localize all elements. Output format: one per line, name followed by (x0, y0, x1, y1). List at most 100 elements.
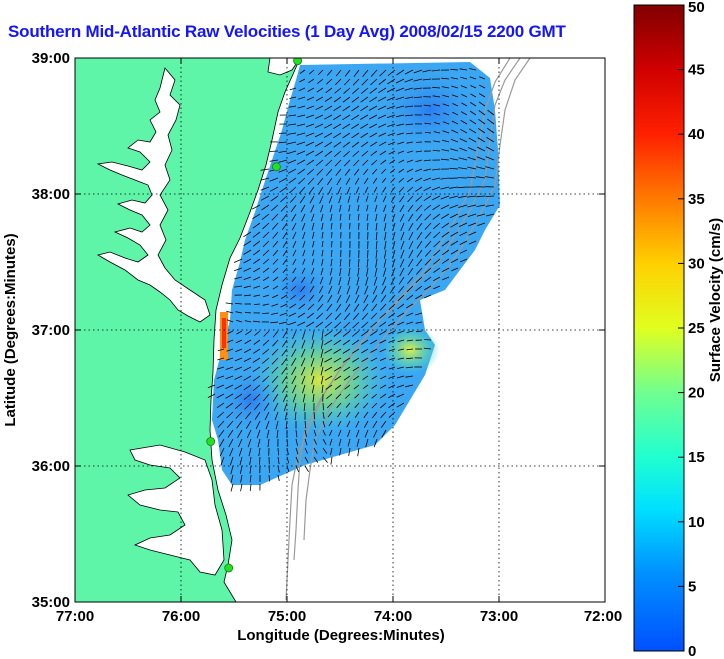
y-tick-label: 35:00 (32, 594, 70, 611)
velocity-arrow (449, 195, 459, 199)
velocity-arrow (324, 348, 333, 354)
velocity-arrow (405, 384, 414, 388)
velocity-arrow (399, 213, 405, 222)
velocity-arrow (219, 447, 225, 457)
velocity-arrow (321, 375, 324, 385)
velocity-arrow (433, 285, 441, 290)
velocity-arrow (348, 204, 351, 212)
velocity-arrow (400, 249, 405, 259)
velocity-arrow (277, 447, 279, 456)
velocity-arrow (477, 127, 486, 134)
velocity-arrow (308, 186, 315, 195)
velocity-arrow (452, 111, 459, 116)
velocity-arrow (478, 118, 486, 125)
velocity-arrow (262, 285, 270, 290)
velocity-arrow (339, 447, 342, 456)
velocity-arrow (225, 357, 234, 361)
velocity-arrow (422, 78, 432, 81)
velocity-arrow (478, 101, 486, 107)
velocity-arrow (347, 195, 351, 203)
velocity-arrow (307, 177, 315, 185)
velocity-arrow (252, 357, 261, 363)
velocity-arrow (315, 96, 324, 102)
velocity-arrow (318, 285, 324, 294)
colorbar-tick-label: 40 (688, 126, 705, 143)
velocity-arrow (354, 411, 360, 418)
velocity-arrow (343, 321, 351, 329)
velocity-arrow (441, 213, 450, 219)
velocity-arrow (383, 213, 387, 222)
velocity-arrows (207, 68, 495, 492)
velocity-arrow (450, 240, 459, 246)
velocity-arrow (460, 111, 468, 116)
velocity-arrow (269, 186, 279, 192)
velocity-arrow (314, 132, 324, 138)
velocity-arrow (225, 384, 234, 389)
velocity-arrow (277, 465, 280, 473)
velocity-arrow (399, 267, 405, 277)
velocity-arrow (310, 204, 315, 213)
velocity-arrow (432, 150, 441, 152)
velocity-arrow (282, 384, 288, 393)
velocity-arrow (477, 137, 486, 143)
velocity-arrow (374, 267, 378, 277)
velocity-arrow (458, 213, 468, 218)
velocity-arrow (299, 78, 306, 83)
velocity-arrow (485, 146, 495, 152)
velocity-arrow (304, 438, 308, 446)
velocity-arrow (404, 78, 414, 83)
velocity-arrow (379, 312, 387, 319)
velocity-arrow (272, 330, 279, 338)
velocity-arrow (469, 102, 477, 107)
velocity-arrow (352, 321, 360, 329)
velocity-arrow (375, 258, 378, 268)
velocity-arrow (253, 303, 261, 305)
velocity-arrow (379, 339, 387, 344)
velocity-arrow (424, 285, 432, 291)
velocity-arrow (217, 420, 225, 428)
velocity-arrow (449, 167, 459, 170)
velocity-arrow (415, 168, 423, 172)
velocity-arrow (384, 240, 387, 250)
velocity-arrow (370, 339, 378, 345)
velocity-arrow (396, 375, 405, 379)
velocity-arrow (311, 258, 315, 266)
velocity-arrow (384, 231, 387, 241)
velocity-arrow (330, 222, 333, 230)
velocity-arrow (262, 231, 270, 239)
velocity-arrow (289, 96, 297, 99)
velocity-arrow (395, 96, 405, 100)
velocity-arrow (243, 285, 252, 289)
velocity-arrow (395, 78, 405, 84)
velocity-arrow (218, 429, 225, 438)
velocity-arrow (382, 276, 387, 286)
velocity-arrow (399, 204, 405, 213)
velocity-arrow (335, 69, 342, 77)
velocity-arrow (353, 69, 360, 77)
velocity-arrow (302, 231, 306, 240)
colorbar-tick-label: 15 (688, 449, 705, 466)
velocity-arrow (321, 240, 324, 248)
velocity-arrow (311, 330, 315, 340)
velocity-arrow (407, 276, 414, 284)
x-axis-label: Longitude (Degrees:Minutes) (237, 627, 445, 644)
velocity-arrow (370, 69, 378, 77)
velocity-arrow (423, 177, 432, 182)
velocity-arrow (459, 249, 468, 254)
velocity-arrow (440, 204, 450, 210)
velocity-arrow (313, 447, 318, 454)
velocity-arrow (251, 204, 261, 210)
velocity-arrow (306, 321, 315, 327)
velocity-arrow (243, 276, 252, 280)
velocity-arrow (352, 312, 360, 321)
velocity-arrow (272, 384, 279, 393)
velocity-arrow (228, 438, 234, 448)
x-tick-label: 73:00 (480, 608, 518, 625)
velocity-arrow (269, 159, 279, 162)
velocity-arrow (240, 483, 243, 492)
velocity-arrow (408, 222, 414, 231)
y-tick-label: 37:00 (32, 322, 70, 339)
velocity-arrow (351, 339, 360, 346)
velocity-arrow (216, 384, 225, 389)
velocity-arrow (381, 285, 387, 294)
